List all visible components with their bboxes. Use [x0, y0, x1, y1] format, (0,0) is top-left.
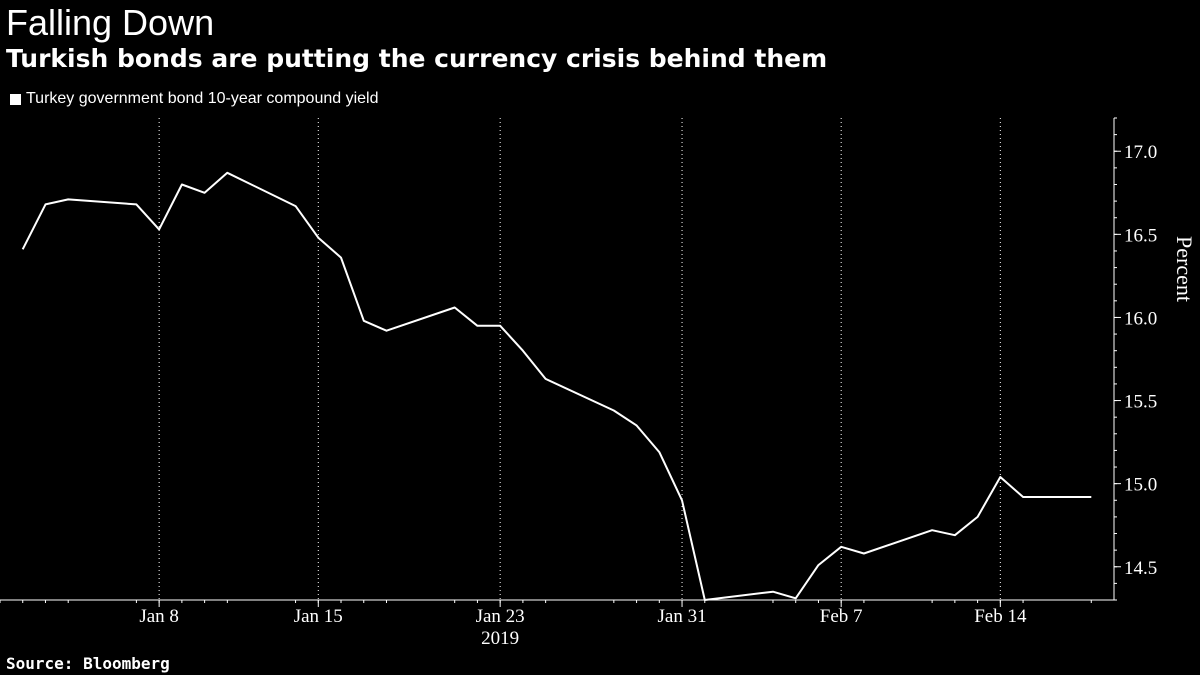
- y-axis-title: Percent: [1172, 236, 1197, 302]
- source-note: Source: Bloomberg: [6, 654, 170, 673]
- legend-label: Turkey government bond 10-year compound …: [26, 90, 379, 107]
- axis-labels: Jan 8 Jan 15 Jan 23 Jan 31 Feb 7 Feb 14 2019 14…: [139, 142, 1197, 649]
- y-tick-label-1: 15.0: [1124, 475, 1157, 496]
- x-year-label: 2019: [481, 628, 519, 649]
- x-tick-label-3: Jan 31: [658, 606, 707, 627]
- y-tick-label-4: 16.5: [1124, 225, 1157, 246]
- x-tick-label-4: Feb 7: [820, 606, 863, 627]
- chart-subtitle: Turkish bonds are putting the currency c…: [6, 44, 828, 73]
- axes: [0, 117, 1121, 607]
- x-tick-label-5: Feb 14: [974, 606, 1027, 627]
- legend: Turkey government bond 10-year compound …: [10, 90, 379, 108]
- x-tick-label-0: Jan 8: [139, 606, 179, 627]
- series-line-0: [21, 171, 1092, 601]
- series-layer: [21, 171, 1092, 601]
- y-tick-label-2: 15.5: [1124, 392, 1157, 413]
- y-tick-label-5: 17.0: [1124, 142, 1157, 163]
- legend-swatch-icon: [10, 93, 21, 105]
- y-tick-label-0: 14.5: [1124, 558, 1157, 579]
- chart-title: Falling Down: [6, 2, 215, 43]
- x-tick-label-1: Jan 15: [294, 606, 343, 627]
- y-tick-label-3: 16.0: [1124, 308, 1157, 329]
- grid-lines: [158, 118, 1001, 600]
- x-tick-label-2: Jan 23: [476, 606, 525, 627]
